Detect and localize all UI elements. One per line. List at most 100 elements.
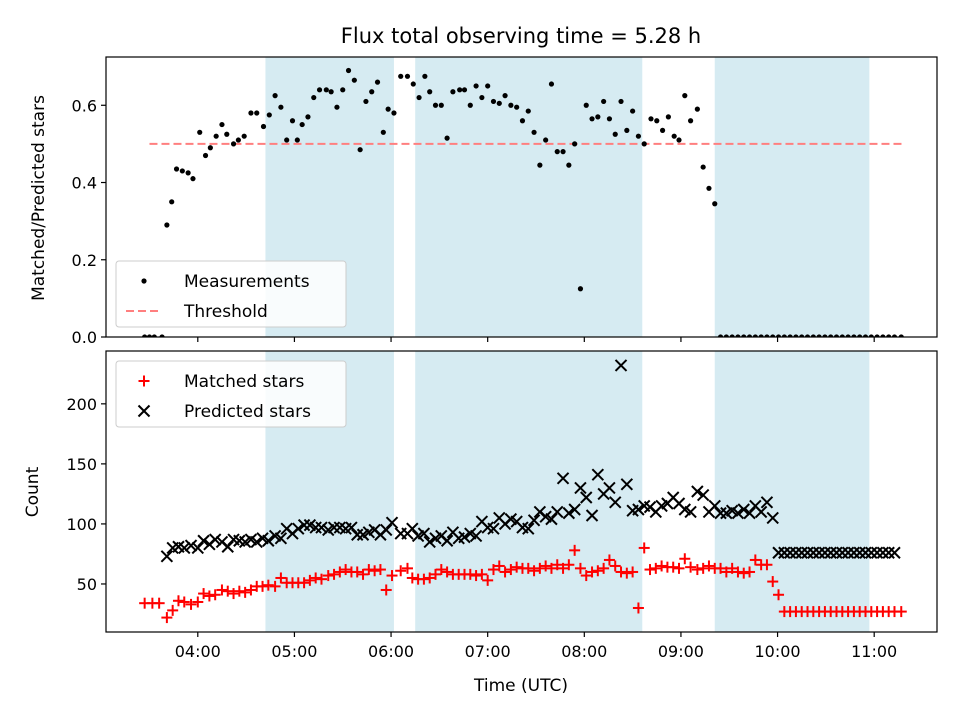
top-series-0-point (880, 334, 886, 337)
top-series-0-point (589, 116, 595, 122)
bottom-series-1-point-d2 (417, 527, 431, 540)
bottom-series-1-point (417, 527, 431, 540)
bottom-series-1-point (327, 521, 341, 534)
top-series-0-point (851, 334, 857, 337)
bottom-series-0-point (627, 566, 639, 578)
bottom-series-1-point (888, 546, 901, 559)
bottom-series-1-point-d2 (351, 528, 364, 541)
bottom-series-1-point-d2 (574, 481, 587, 495)
bottom-series-1-point (783, 546, 797, 559)
top-series-0-point (190, 176, 196, 182)
bottom-series-0-point (493, 560, 505, 572)
bottom-series-1-point-d2 (614, 359, 628, 372)
bottom-series-1-point-d2 (469, 529, 483, 543)
bottom-series-1-point-d2 (684, 505, 697, 519)
bottom-series-1-point-d2 (464, 527, 477, 540)
bottom-axes-frame (105, 350, 938, 633)
bottom-series-1-point (522, 522, 535, 535)
bottom-series-0-point (441, 566, 453, 578)
bottom-series-1-point-d2 (562, 506, 576, 520)
top-series-0-point (284, 137, 290, 143)
bottom-series-1-point (197, 534, 210, 547)
top-series-0-point (758, 334, 764, 337)
bottom-series-0-point (499, 566, 511, 578)
top-series-0-point (671, 133, 677, 139)
bottom-series-0-point (534, 562, 546, 574)
bottom-series-0-point (545, 562, 557, 574)
bottom-series-1-point (853, 546, 866, 559)
top-series-0-point (380, 129, 386, 135)
top-y-tick-label: 0.4 (72, 174, 97, 193)
bottom-series-1-point-d2 (556, 472, 570, 485)
top-series-0-point (438, 102, 444, 108)
bottom-series-1-point-d2 (888, 546, 901, 559)
top-series-0-point (169, 199, 175, 205)
top-series-0-point (485, 83, 491, 89)
bottom-series-1-point-d2 (818, 546, 832, 559)
bottom-series-0-point (357, 568, 369, 580)
bottom-series-0-point (340, 564, 352, 576)
bottom-series-1-point-d2 (666, 491, 680, 504)
bottom-series-1-point (250, 535, 263, 549)
bottom-panel: 50 100 150 200 04:00 05:00 06:00 07:00 08:00 09:0… (66, 350, 938, 661)
bottom-y-tick-label: 200 (66, 395, 97, 414)
top-series-0-point (410, 81, 416, 87)
top-series-0-point (235, 137, 241, 143)
bottom-series-1-point-d2 (841, 546, 855, 559)
top-series-0-point (787, 334, 793, 337)
top-legend: Measurements Threshold (115, 260, 347, 328)
bottom-x-tick-label: 04:00 (175, 642, 221, 661)
top-series-0-point (248, 110, 254, 116)
bottom-series-1-point-d2 (754, 505, 768, 519)
bottom-series-1-point (865, 546, 878, 559)
bottom-series-1-point-d2 (527, 514, 541, 527)
top-series-0-point (179, 168, 185, 174)
bottom-series-1-point-d2 (539, 510, 552, 523)
top-series-0-point (272, 93, 278, 99)
bottom-series-1-point (778, 546, 791, 559)
bottom-series-0-point (667, 561, 679, 573)
top-series-0-point (164, 222, 170, 228)
top-series-0-point (159, 334, 165, 337)
top-series-0-point (735, 334, 741, 337)
bottom-series-0-point (505, 564, 517, 576)
top-panel: 0.0 0.2 0.4 0.6 Measurements Threshold (72, 56, 938, 347)
bottom-series-0-point (334, 566, 346, 578)
top-series-0-point (391, 110, 397, 116)
bottom-series-1-point (562, 506, 576, 520)
bottom-series-0-point (761, 559, 773, 571)
top-series-0-point (676, 137, 682, 143)
bottom-series-0-point (374, 564, 386, 576)
top-series-0-point (473, 83, 479, 89)
bottom-series-1-point (841, 546, 855, 559)
bottom-series-0-point (540, 560, 552, 572)
bottom-series-0-point (650, 562, 662, 574)
top-series-0-point (340, 87, 346, 93)
bottom-series-1-point (178, 541, 191, 555)
bottom-series-0-point (580, 570, 592, 582)
bottom-series-1-point (309, 521, 322, 534)
bottom-series-0-point (386, 570, 398, 582)
top-series-0-point (641, 141, 647, 147)
top-series-0-point (839, 334, 845, 337)
top-series-0-point (775, 334, 782, 337)
top-series-0-point (874, 334, 880, 337)
bottom-series-1-point-d2 (836, 546, 849, 559)
top-series-0-point (508, 102, 514, 108)
bottom-series-1-point-d2 (638, 499, 651, 513)
bottom-series-1-point-d2 (731, 506, 745, 520)
bottom-series-1-point-d2 (406, 522, 419, 535)
top-series-0-point (363, 98, 369, 105)
top-series-0-point (624, 127, 630, 133)
top-series-0-point (197, 129, 203, 135)
top-series-0-point (543, 137, 549, 143)
bottom-series-0-point (563, 559, 575, 571)
top-series-0-point (531, 129, 537, 135)
top-series-0-point (886, 334, 892, 337)
bottom-series-0-point (172, 595, 184, 607)
bottom-series-1-point-d2 (708, 499, 721, 513)
bottom-series-1-point-d2 (178, 541, 191, 555)
bottom-series-0-point (726, 562, 738, 574)
top-series-0-point (525, 108, 531, 114)
top-series-0-point (770, 334, 776, 337)
